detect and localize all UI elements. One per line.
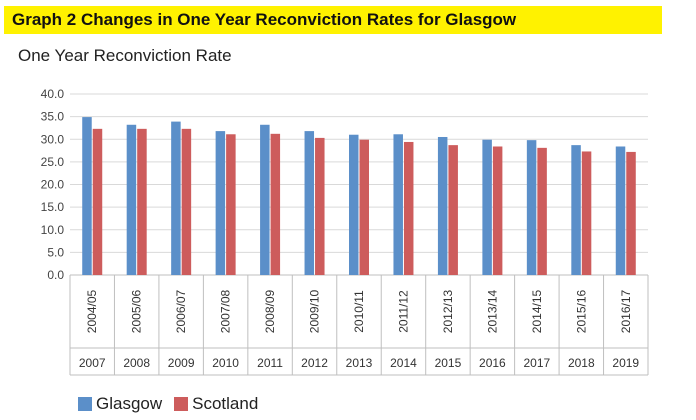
legend-label-glasgow: Glasgow (96, 394, 163, 413)
x-tick-label: 2007/08 (219, 289, 233, 333)
bar-scotland-2012-13 (448, 145, 458, 275)
bar-chart: 0.0 5.0 10.0 15.0 20.0 25.0 30.0 35.0 40.0 2004/0… (41, 87, 649, 376)
bar-glasgow-2012-13 (437, 136, 448, 275)
x-tick-label: 2016/17 (619, 289, 633, 333)
chart-subtitle: One Year Reconviction Rate (18, 46, 232, 65)
chart-title: Graph 2 Changes in One Year Reconviction… (12, 10, 517, 29)
bar-glasgow-2016-17 (615, 146, 626, 275)
bar-scotland-2013-14 (492, 146, 503, 275)
year-label: 2017 (523, 356, 550, 370)
legend-item-scotland: Scotland (174, 394, 258, 414)
x-tick-label: 2011/12 (396, 290, 410, 333)
y-tick-label: 10.0 (41, 223, 65, 237)
bar-glasgow-2006-07 (171, 121, 181, 275)
x-tick-label: 2005/06 (130, 289, 144, 333)
bar-scotland-2006-07 (181, 128, 192, 275)
legend-label-scotland: Scotland (192, 394, 259, 413)
x-tick-label: 2009/10 (308, 289, 322, 333)
bar-scotland-2005-06 (137, 128, 147, 275)
x-tick-label: 2008/09 (263, 289, 277, 333)
x-tick-label: 2012/13 (441, 289, 455, 333)
title-bar: Graph 2 Changes in One Year Reconviction… (4, 6, 662, 34)
year-label: 2018 (568, 356, 595, 370)
y-tick-label: 40.0 (41, 87, 65, 101)
year-label: 2010 (212, 356, 239, 370)
bar-glasgow-2008-09 (260, 124, 270, 276)
x-tick-label: 2004/05 (85, 289, 99, 333)
legend-swatch-scotland (174, 397, 189, 411)
bar-glasgow-2015-16 (571, 145, 581, 275)
y-tick-label: 30.0 (41, 132, 65, 146)
y-tick-label: 20.0 (41, 178, 65, 192)
y-tick-label: 15.0 (41, 200, 65, 214)
bar-glasgow-2009-10 (304, 131, 315, 275)
bar-scotland-2010-11 (359, 139, 369, 275)
year-label: 2013 (346, 356, 373, 370)
bar-scotland-2011-12 (403, 141, 414, 275)
x-tick-label: 2013/14 (485, 289, 499, 333)
year-label: 2009 (168, 356, 195, 370)
year-label: 2015 (435, 356, 462, 370)
bar-glasgow-2014-15 (526, 140, 537, 275)
bar-glasgow-2011-12 (393, 134, 403, 275)
y-tick-label: 5.0 (47, 245, 64, 259)
bar-glasgow-2004-05 (82, 117, 92, 275)
y-tick-label: 25.0 (41, 155, 65, 169)
legend-swatch-glasgow (78, 397, 92, 411)
bar-scotland-2008-09 (270, 133, 281, 275)
x-tick-label: 2015/16 (574, 289, 588, 333)
x-tick-label: 2014/15 (530, 289, 544, 333)
year-label: 2016 (479, 356, 506, 370)
year-label: 2012 (301, 356, 328, 370)
legend-item-glasgow: Glasgow (78, 394, 162, 414)
year-label: 2007 (79, 356, 106, 370)
bar-glasgow-2010-11 (349, 134, 359, 275)
bar-glasgow-2013-14 (482, 139, 492, 275)
year-label: 2008 (123, 356, 150, 370)
bar-glasgow-2007-08 (215, 131, 226, 275)
year-label: 2011 (257, 356, 283, 370)
y-tick-label: 0.0 (47, 268, 64, 282)
year-label: 2019 (612, 356, 639, 370)
legend: Glasgow Scotland (78, 394, 270, 414)
bar-scotland-2004-05 (92, 128, 103, 275)
bar-scotland-2009-10 (315, 137, 325, 275)
bar-scotland-2007-08 (226, 134, 236, 275)
x-tick-label: 2010/11 (352, 290, 366, 333)
bar-scotland-2014-15 (537, 147, 547, 275)
y-tick-label: 35.0 (41, 110, 65, 124)
x-tick-label: 2006/07 (174, 289, 188, 333)
year-label: 2014 (390, 356, 417, 370)
bar-scotland-2015-16 (581, 151, 592, 275)
bar-scotland-2016-17 (626, 151, 636, 275)
bar-glasgow-2005-06 (126, 124, 137, 276)
